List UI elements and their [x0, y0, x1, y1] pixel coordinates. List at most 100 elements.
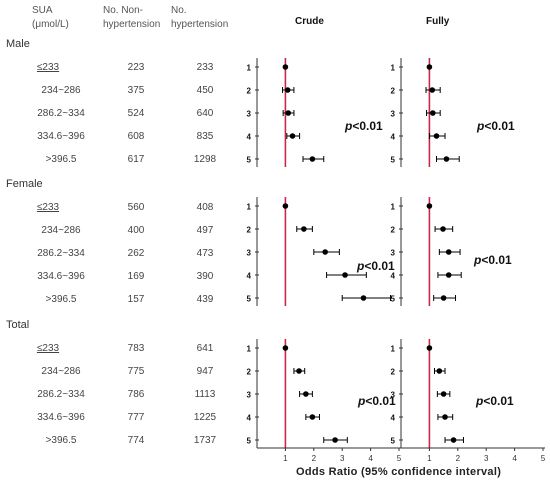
p-threshold: <0.01: [483, 394, 514, 408]
hypertension-count: 1737: [193, 435, 217, 446]
row-label: 4: [391, 414, 396, 423]
p-symbol: p: [357, 394, 365, 408]
row-label: 5: [247, 437, 252, 446]
p-symbol: p: [344, 119, 352, 133]
odds-ratio-point: [433, 133, 440, 139]
row-label: 3: [391, 391, 396, 400]
hypertension-count: 1113: [194, 389, 216, 400]
group-label-total: Total: [6, 319, 30, 331]
sua-range: 286.2~334: [37, 108, 85, 119]
non-hypertension-count: 524: [127, 108, 145, 119]
odds-ratio-point: [282, 203, 289, 209]
sua-range: ≤233: [36, 202, 60, 213]
odds-ratio-point: [296, 368, 302, 374]
header-hyp-line1: No.: [171, 5, 187, 16]
row-label: 4: [391, 133, 396, 142]
p-threshold: <0.01: [352, 119, 383, 133]
non-hypertension-count: 400: [127, 225, 145, 236]
odds-ratio-point: [440, 391, 447, 397]
hypertension-count: 408: [196, 202, 214, 213]
row-label: 5: [391, 437, 396, 446]
sua-range: ≤233: [36, 343, 60, 354]
odds-ratio-point: [440, 295, 447, 301]
x-tick-label: 2: [312, 454, 317, 463]
sua-range: >396.5: [45, 154, 77, 165]
group-label-female: Female: [6, 178, 43, 190]
odds-ratio-point: [360, 295, 367, 301]
panel-title-fully: Fully: [426, 16, 450, 27]
p-value-annotation: p<0.01: [344, 119, 383, 133]
sua-range: 286.2~334: [37, 389, 85, 400]
odds-ratio-point: [282, 64, 289, 70]
sua-range: 234~286: [41, 225, 81, 236]
odds-ratio-point: [436, 368, 443, 374]
row-label: 5: [247, 295, 252, 304]
row-label: 1: [247, 64, 252, 73]
row-label: 1: [391, 345, 396, 354]
sua-range: >396.5: [45, 435, 77, 446]
header-non-hypertension: No. Non- hypertension: [103, 4, 160, 32]
odds-ratio-point: [442, 414, 448, 420]
p-value-annotation: p<0.01: [356, 259, 395, 273]
odds-ratio-point: [430, 110, 436, 116]
p-threshold: <0.01: [364, 259, 395, 273]
hypertension-count: 497: [196, 225, 214, 236]
row-label: 3: [391, 110, 396, 119]
x-tick-label: 1: [427, 454, 432, 463]
non-hypertension-count: 783: [127, 343, 145, 354]
non-hypertension-count: 777: [127, 412, 145, 423]
odds-ratio-point: [445, 249, 452, 255]
p-symbol: p: [476, 119, 484, 133]
hypertension-count: 640: [196, 108, 214, 119]
p-value-annotation: p<0.01: [476, 119, 515, 133]
header-non-hyp-line2: hypertension: [103, 19, 161, 30]
odds-ratio-point: [301, 226, 307, 232]
odds-ratio-point: [282, 345, 289, 351]
odds-ratio-point: [426, 203, 433, 209]
odds-ratio-point: [332, 437, 338, 443]
odds-ratio-point: [429, 87, 436, 93]
sua-range: >396.5: [45, 294, 77, 305]
non-hypertension-count: 560: [127, 202, 145, 213]
non-hypertension-count: 608: [127, 131, 145, 142]
non-hypertension-count: 617: [127, 154, 145, 165]
non-hypertension-count: 774: [127, 435, 145, 446]
hypertension-count: 947: [196, 366, 214, 377]
odds-ratio-point: [309, 414, 316, 420]
row-label: 2: [247, 226, 252, 235]
non-hypertension-count: 775: [127, 366, 145, 377]
p-symbol: p: [475, 394, 483, 408]
row-label: 3: [247, 110, 252, 119]
odds-ratio-point: [342, 272, 348, 278]
hypertension-count: 835: [196, 131, 214, 142]
odds-ratio-point: [450, 437, 457, 443]
row-label: 1: [247, 203, 252, 212]
x-tick-label: 3: [340, 454, 345, 463]
odds-ratio-point: [303, 391, 309, 397]
x-tick-label: 1: [283, 454, 288, 463]
hypertension-count: 439: [196, 294, 214, 305]
odds-ratio-point: [443, 156, 450, 162]
sua-range: 234~286: [41, 366, 81, 377]
row-label: 5: [391, 156, 396, 165]
row-label: 2: [391, 368, 396, 377]
x-tick-label: 5: [397, 454, 402, 463]
odds-ratio-point: [285, 110, 292, 116]
non-hypertension-count: 169: [127, 271, 145, 282]
x-axis-label: Odds Ratio (95% confidence interval): [296, 466, 502, 478]
p-symbol: p: [473, 253, 481, 267]
odds-ratio-point: [309, 156, 316, 162]
row-label: 4: [391, 272, 396, 281]
hypertension-count: 1298: [193, 154, 217, 165]
x-tick-label: 3: [484, 454, 489, 463]
sua-range: 286.2~334: [37, 248, 85, 259]
p-threshold: <0.01: [481, 253, 512, 267]
row-label: 5: [391, 295, 396, 304]
x-tick-label: 4: [368, 454, 373, 463]
hypertension-count: 1225: [193, 412, 217, 423]
hypertension-count: 641: [196, 343, 214, 354]
row-label: 3: [247, 391, 252, 400]
header-sua-line2: (μmol/L): [32, 19, 69, 30]
panel-title-crude: Crude: [295, 16, 324, 27]
